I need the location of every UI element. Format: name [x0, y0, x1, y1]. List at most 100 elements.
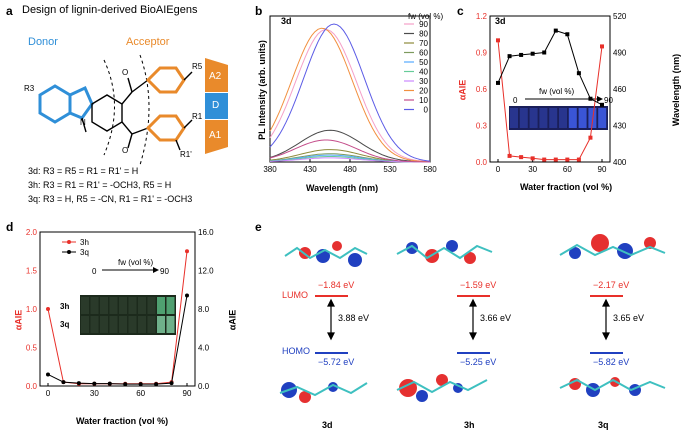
chart-d-xtick-label: 30	[90, 389, 99, 398]
chart-d-xtick-label: 0	[46, 389, 51, 398]
chart-c-point	[588, 135, 593, 140]
chart-d-ytick-right: 12.0	[198, 267, 214, 276]
chart-d-inset-vial	[157, 316, 165, 333]
chart-b-series-80	[269, 129, 431, 163]
chart-d-inset-arrowhead	[153, 267, 159, 273]
chart-d-inset-end: 90	[160, 267, 169, 276]
chart-c-point	[496, 80, 500, 85]
chart-d-point	[123, 382, 128, 387]
chart-c-point	[600, 44, 604, 49]
donor-label: Donor	[28, 36, 58, 48]
lumo-3q: −2.17 eV	[593, 280, 630, 290]
chart-c-xtick-label: 60	[563, 165, 572, 174]
chart-b-series-30	[269, 157, 430, 163]
chart-d-point	[169, 381, 174, 386]
chart-c-inset-vial	[529, 108, 538, 128]
chart-d-ytick-right: 8.0	[198, 305, 210, 314]
chart-d-inset-vial	[81, 297, 89, 314]
nitrogen-label: N	[80, 118, 86, 127]
chart-c-ytick-right: 520	[613, 12, 627, 21]
panel-label-e: e	[255, 220, 262, 234]
chart-c-point	[530, 156, 535, 161]
chart-b-series-20	[269, 27, 431, 163]
chart-b-legend-label: 30	[419, 77, 428, 86]
chart-c-inset-label: fw (vol %)	[539, 87, 575, 96]
molecule-3q: 3q	[598, 420, 609, 430]
chart-d-ytick-right: 16.0	[198, 228, 214, 237]
chart-c-point	[542, 157, 547, 162]
compound-3d: 3d: R3 = R5 = R1 = R1' = H	[28, 166, 139, 176]
molecule-3d: 3d	[322, 420, 333, 430]
chart-b-xtick-label: 480	[343, 165, 357, 174]
panel-label-d: d	[6, 220, 14, 234]
chart-c-point	[519, 155, 524, 160]
chart-b-tag: 3d	[281, 16, 292, 26]
chart-b-legend-label: 90	[419, 20, 428, 29]
chart-d-inset-vial	[81, 316, 89, 333]
chart-c-point	[553, 28, 558, 33]
sub-r5: R5	[192, 62, 203, 71]
chart-b-xtick-label: 380	[263, 165, 277, 174]
compound-3h: 3h: R3 = R1 = R1' = -OCH3, R5 = H	[28, 180, 172, 190]
chart-b-xtick-label: 430	[303, 165, 317, 174]
chart-c-point	[565, 157, 570, 162]
chart-d-ytick-left: 2.0	[26, 228, 38, 237]
chart-b-series-10	[269, 139, 430, 163]
chart-d-inset-vial	[147, 316, 156, 333]
panel-label-b: b	[255, 4, 263, 18]
chart-d-inset-start: 0	[92, 267, 97, 276]
chart-c-inset-vial	[559, 108, 567, 128]
chart-c-point	[542, 50, 547, 55]
chart-d-inset-vial	[166, 316, 175, 333]
chart-c-point	[530, 51, 535, 56]
acceptor-label: Acceptor	[126, 36, 170, 48]
chart-d-line-3q	[47, 295, 188, 385]
compound-3q: 3q: R3 = H, R5 = -CN, R1 = R1' = -OCH3	[28, 194, 193, 204]
chart-c-inset-vial	[578, 108, 587, 128]
chart-b-legend-title: fw (vol %)	[408, 12, 444, 21]
chart-d-ytick-left: 0.0	[26, 382, 38, 391]
chart-c-ytick-right: 400	[613, 158, 627, 167]
chart-d-xtick-label: 60	[136, 389, 145, 398]
panel-label-a: a	[6, 4, 13, 18]
sub-r3: R3	[24, 84, 35, 93]
lumo-3h: −1.59 eV	[460, 280, 497, 290]
homo-label: HOMO	[282, 346, 310, 356]
chart-b-xtick-label: 530	[383, 165, 397, 174]
chart-d-inset-vial	[90, 316, 99, 333]
chart-d-inset-vial	[147, 297, 156, 314]
chart-c-inset-start: 0	[513, 96, 518, 105]
block-a1: A1	[209, 130, 222, 141]
chart-c-point	[576, 157, 581, 162]
chart-d-inset-vial	[166, 297, 175, 314]
chart-b-legend-label: 40	[419, 68, 428, 77]
chart-b-legend-label: 10	[419, 96, 428, 105]
homo-3d: −5.72 eV	[318, 357, 355, 367]
gap-3h: 3.66 eV	[480, 313, 512, 323]
chart-d-ytick-right: 0.0	[198, 382, 210, 391]
chart-d-inset-vial	[100, 316, 108, 333]
chart-d-point	[185, 249, 189, 254]
chart-c-tag: 3d	[495, 16, 506, 26]
chart-d-legend-marker	[67, 250, 71, 254]
chart-b-legend-label: 50	[419, 58, 428, 67]
chart-c-point	[588, 96, 593, 101]
chart-c-ytick-left: 0.0	[476, 158, 488, 167]
chart-d-point	[92, 381, 97, 386]
chart-c-inset-arrowhead	[597, 96, 603, 102]
chart-d-frame	[39, 231, 196, 387]
chart-d-inset-row-3h: 3h	[60, 302, 70, 311]
panel-label-c: c	[457, 4, 464, 18]
chart-d-inset-label: fw (vol %)	[118, 258, 154, 267]
chart-d-point	[46, 372, 50, 377]
gap-3d: 3.88 eV	[338, 313, 370, 323]
chart-d-inset-vial	[119, 316, 127, 333]
chart-d-legend-label: 3q	[80, 248, 89, 257]
chart-c-inset-vial	[568, 108, 577, 128]
chart-c-inset-vial	[549, 108, 558, 128]
